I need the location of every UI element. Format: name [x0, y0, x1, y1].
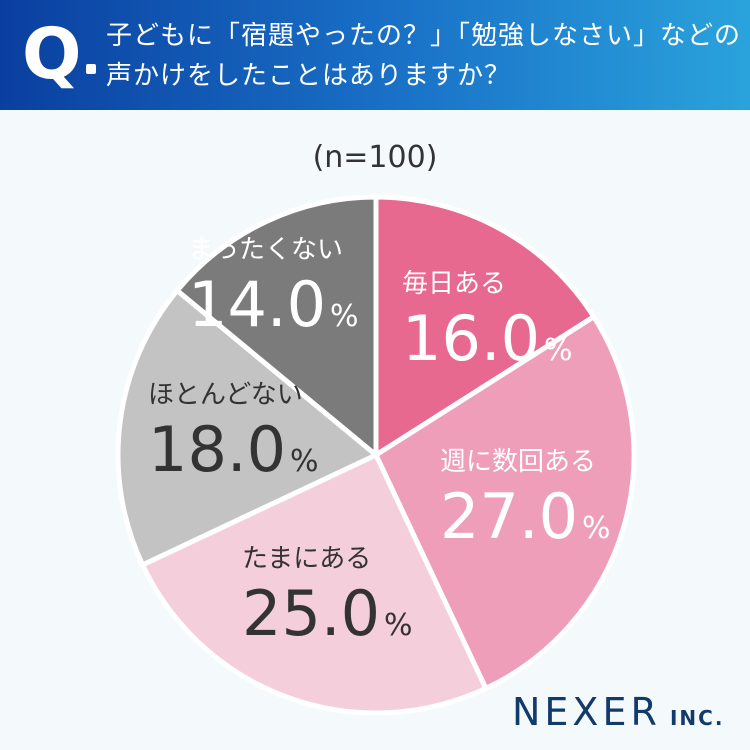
sample-size: (n=100) [312, 140, 438, 175]
pie-slice [115, 288, 379, 568]
slice-label: 週に数回ある [440, 447, 596, 477]
slice-value: 14.0% [188, 268, 359, 341]
question-mark: Q [22, 13, 82, 95]
brand-name: NEXER [512, 690, 661, 734]
question-header: Q 子どもに「宿題やったの？」「勉強しなさい」などの 声かけをしたことはあります… [0, 0, 750, 110]
slice-value: 25.0% [242, 577, 413, 650]
question-text: 子どもに「宿題やったの？」「勉強しなさい」などの 声かけをしたことはありますか？ [106, 16, 742, 96]
pie-slice [174, 194, 379, 458]
slice-value: 16.0% [402, 302, 573, 375]
slice-label: 毎日ある [402, 269, 506, 299]
pie-slice [373, 314, 637, 691]
slice-label: ほとんどない [148, 380, 303, 410]
question-mark-dot [86, 64, 96, 74]
slice-value: 27.0% [440, 480, 611, 553]
pie-slice [140, 452, 489, 716]
slice-label: まったくない [188, 235, 343, 265]
question-line-2: 声かけをしたことはありますか？ [106, 61, 512, 91]
brand-logo: NEXER INC. [512, 690, 724, 734]
pie-slice [373, 194, 597, 458]
brand-suffix: INC. [669, 706, 725, 730]
slice-value: 18.0% [148, 413, 319, 486]
question-line-1: 子どもに「宿題やったの？」「勉強しなさい」などの [106, 21, 742, 51]
slice-label: たまにある [242, 544, 371, 574]
